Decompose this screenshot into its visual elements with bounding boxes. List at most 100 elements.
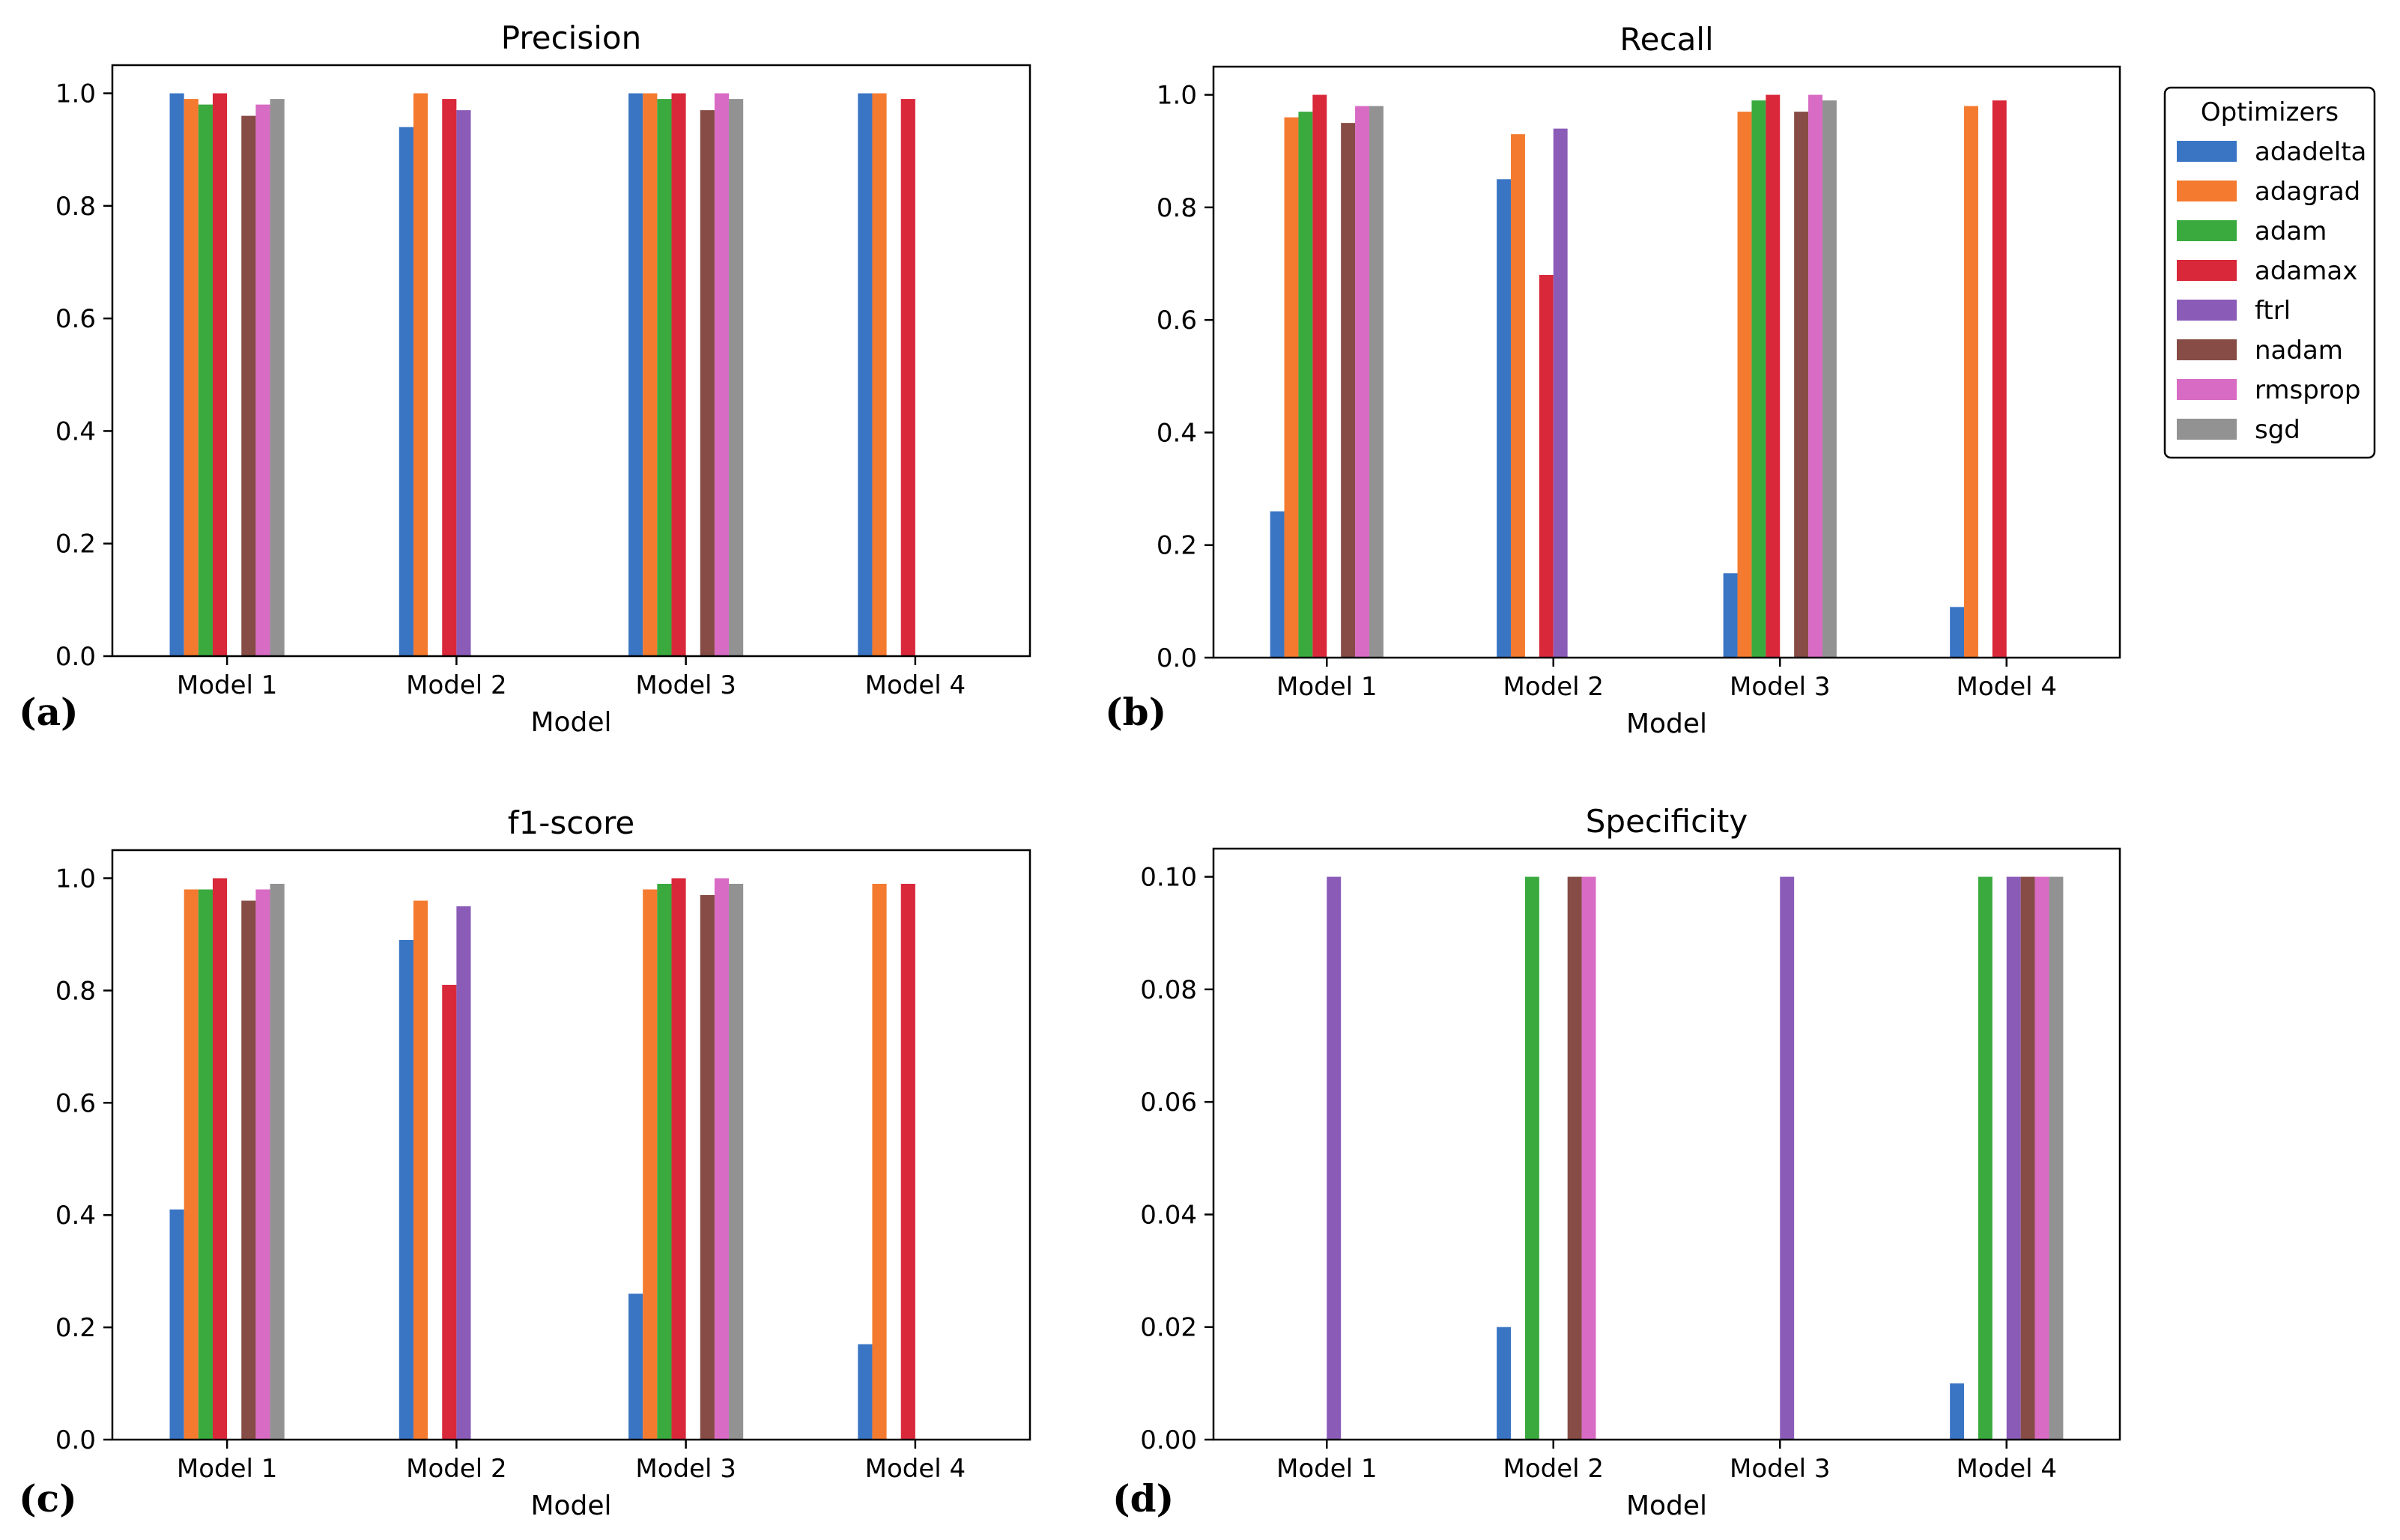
bar-adagrad-4 <box>1964 106 1978 658</box>
bar-adadelta-3 <box>628 93 643 656</box>
legend-label-ftrl: ftrl <box>2255 296 2291 326</box>
bar-adagrad-1 <box>1284 117 1299 658</box>
bar-adadelta-3 <box>1723 573 1738 658</box>
x-axis-label: Model <box>530 1491 611 1521</box>
bar-adamax-3 <box>1766 94 1781 658</box>
x-tick-label: Model 4 <box>1956 1454 2057 1484</box>
bar-rmsprop-1 <box>1355 106 1369 658</box>
plot-title: f1-score <box>508 804 635 841</box>
y-tick-label: 0.8 <box>55 976 96 1006</box>
x-tick-label: Model 4 <box>865 670 966 700</box>
bar-adam-1 <box>198 104 213 657</box>
legend-label-nadam: nadam <box>2255 336 2343 366</box>
bar-adamax-3 <box>671 93 686 656</box>
panel-label: (d) <box>1112 1476 1174 1521</box>
legend-swatch-adamax <box>2177 260 2237 281</box>
y-tick-label: 0.8 <box>55 192 96 222</box>
y-tick-label: 0.4 <box>55 416 96 446</box>
bar-adadelta-1 <box>1270 511 1285 658</box>
y-tick-label: 0.0 <box>55 1425 96 1455</box>
x-tick-label: Model 2 <box>406 1454 507 1484</box>
x-tick-label: Model 3 <box>1730 1454 1831 1484</box>
y-tick-label: 0.6 <box>55 304 96 334</box>
bar-adam-2 <box>1524 876 1539 1440</box>
bar-adadelta-4 <box>858 1344 873 1440</box>
y-tick-label: 0.2 <box>55 530 96 560</box>
bar-ftrl-2 <box>456 110 471 657</box>
bar-rmsprop-1 <box>255 889 270 1440</box>
bar-adagrad-2 <box>413 900 428 1440</box>
y-tick-label: 0.06 <box>1140 1088 1197 1118</box>
legend-swatch-adadelta <box>2177 141 2237 162</box>
bar-sgd-1 <box>270 883 285 1440</box>
bars <box>1327 876 2064 1440</box>
y-tick-label: 0.10 <box>1140 863 1197 893</box>
panel-label: (c) <box>19 1476 77 1521</box>
bar-ftrl-3 <box>1780 876 1795 1440</box>
bar-rmsprop-4 <box>2034 876 2049 1440</box>
panel-label: (b) <box>1105 690 1166 734</box>
bar-adadelta-2 <box>399 939 413 1440</box>
bar-adamax-4 <box>900 883 915 1440</box>
bar-sgd-4 <box>2049 876 2064 1440</box>
bar-rmsprop-3 <box>714 93 730 656</box>
bar-adam-4 <box>1978 876 1993 1440</box>
x-tick-label: Model 1 <box>177 670 278 700</box>
y-tick-label: 1.0 <box>1157 81 1197 111</box>
bar-rmsprop-3 <box>1808 94 1822 658</box>
legend-box <box>2163 86 2376 459</box>
bars <box>169 878 915 1440</box>
bar-adadelta-3 <box>628 1294 643 1440</box>
bar-adamax-2 <box>442 99 457 657</box>
y-tick-label: 0.4 <box>55 1201 96 1231</box>
panel-label: (a) <box>19 690 79 734</box>
legend-label-adamax: adamax <box>2255 256 2357 286</box>
bar-nadam-3 <box>700 894 715 1440</box>
y-tick-label: 0.4 <box>1157 418 1197 448</box>
legend-label-rmsprop: rmsprop <box>2255 375 2360 405</box>
plot-title: Recall <box>1619 21 1713 58</box>
legend-swatch-nadam <box>2177 339 2237 360</box>
bar-adadelta-4 <box>1950 607 1965 658</box>
bar-adagrad-2 <box>413 93 428 656</box>
y-tick-label: 0.00 <box>1140 1425 1197 1455</box>
x-tick-label: Model 4 <box>1956 672 2057 702</box>
bar-adam-1 <box>198 889 213 1440</box>
bars <box>169 93 915 657</box>
axes-frame <box>1212 847 2121 1441</box>
bar-nadam-1 <box>241 900 256 1440</box>
bar-adadelta-1 <box>169 93 184 656</box>
bar-adadelta-2 <box>1497 1327 1512 1440</box>
axes-frame <box>111 64 1031 658</box>
bar-ftrl-1 <box>1327 876 1342 1440</box>
bar-adamax-2 <box>442 984 457 1440</box>
legend-label-adagrad: adagrad <box>2255 177 2360 207</box>
bar-nadam-1 <box>1341 123 1356 658</box>
bar-nadam-3 <box>1794 112 1809 658</box>
bar-sgd-3 <box>729 883 744 1440</box>
bar-adadelta-1 <box>169 1209 184 1440</box>
bar-adagrad-3 <box>643 889 658 1440</box>
bar-rmsprop-2 <box>1581 876 1596 1440</box>
bar-adamax-4 <box>1992 100 2007 658</box>
bar-sgd-1 <box>270 99 285 657</box>
y-tick-label: 0.0 <box>1157 643 1197 673</box>
bar-adagrad-4 <box>872 93 887 656</box>
x-tick-label: Model 3 <box>635 670 736 700</box>
panel-3: 0.0 0.2 0.4 0.6 0.8 1.0 Model 1 Model 2 Model 3 M… <box>19 804 1031 1521</box>
bar-sgd-3 <box>729 99 744 657</box>
legend-swatch-sgd <box>2177 419 2237 440</box>
bar-nadam-1 <box>241 115 256 656</box>
plot-title: Precision <box>501 19 641 56</box>
y-tick-label: 0.6 <box>55 1088 96 1118</box>
y-tick-label: 1.0 <box>55 864 96 894</box>
x-tick-label: Model 2 <box>1503 1454 1604 1484</box>
bar-adamax-1 <box>212 93 228 656</box>
bars <box>1270 94 2007 658</box>
bar-adadelta-4 <box>858 93 873 656</box>
y-tick-label: 0.6 <box>1157 306 1197 336</box>
bar-adam-3 <box>1751 100 1766 658</box>
bar-adagrad-3 <box>643 93 658 656</box>
plot-title: Specificity <box>1586 803 1748 840</box>
